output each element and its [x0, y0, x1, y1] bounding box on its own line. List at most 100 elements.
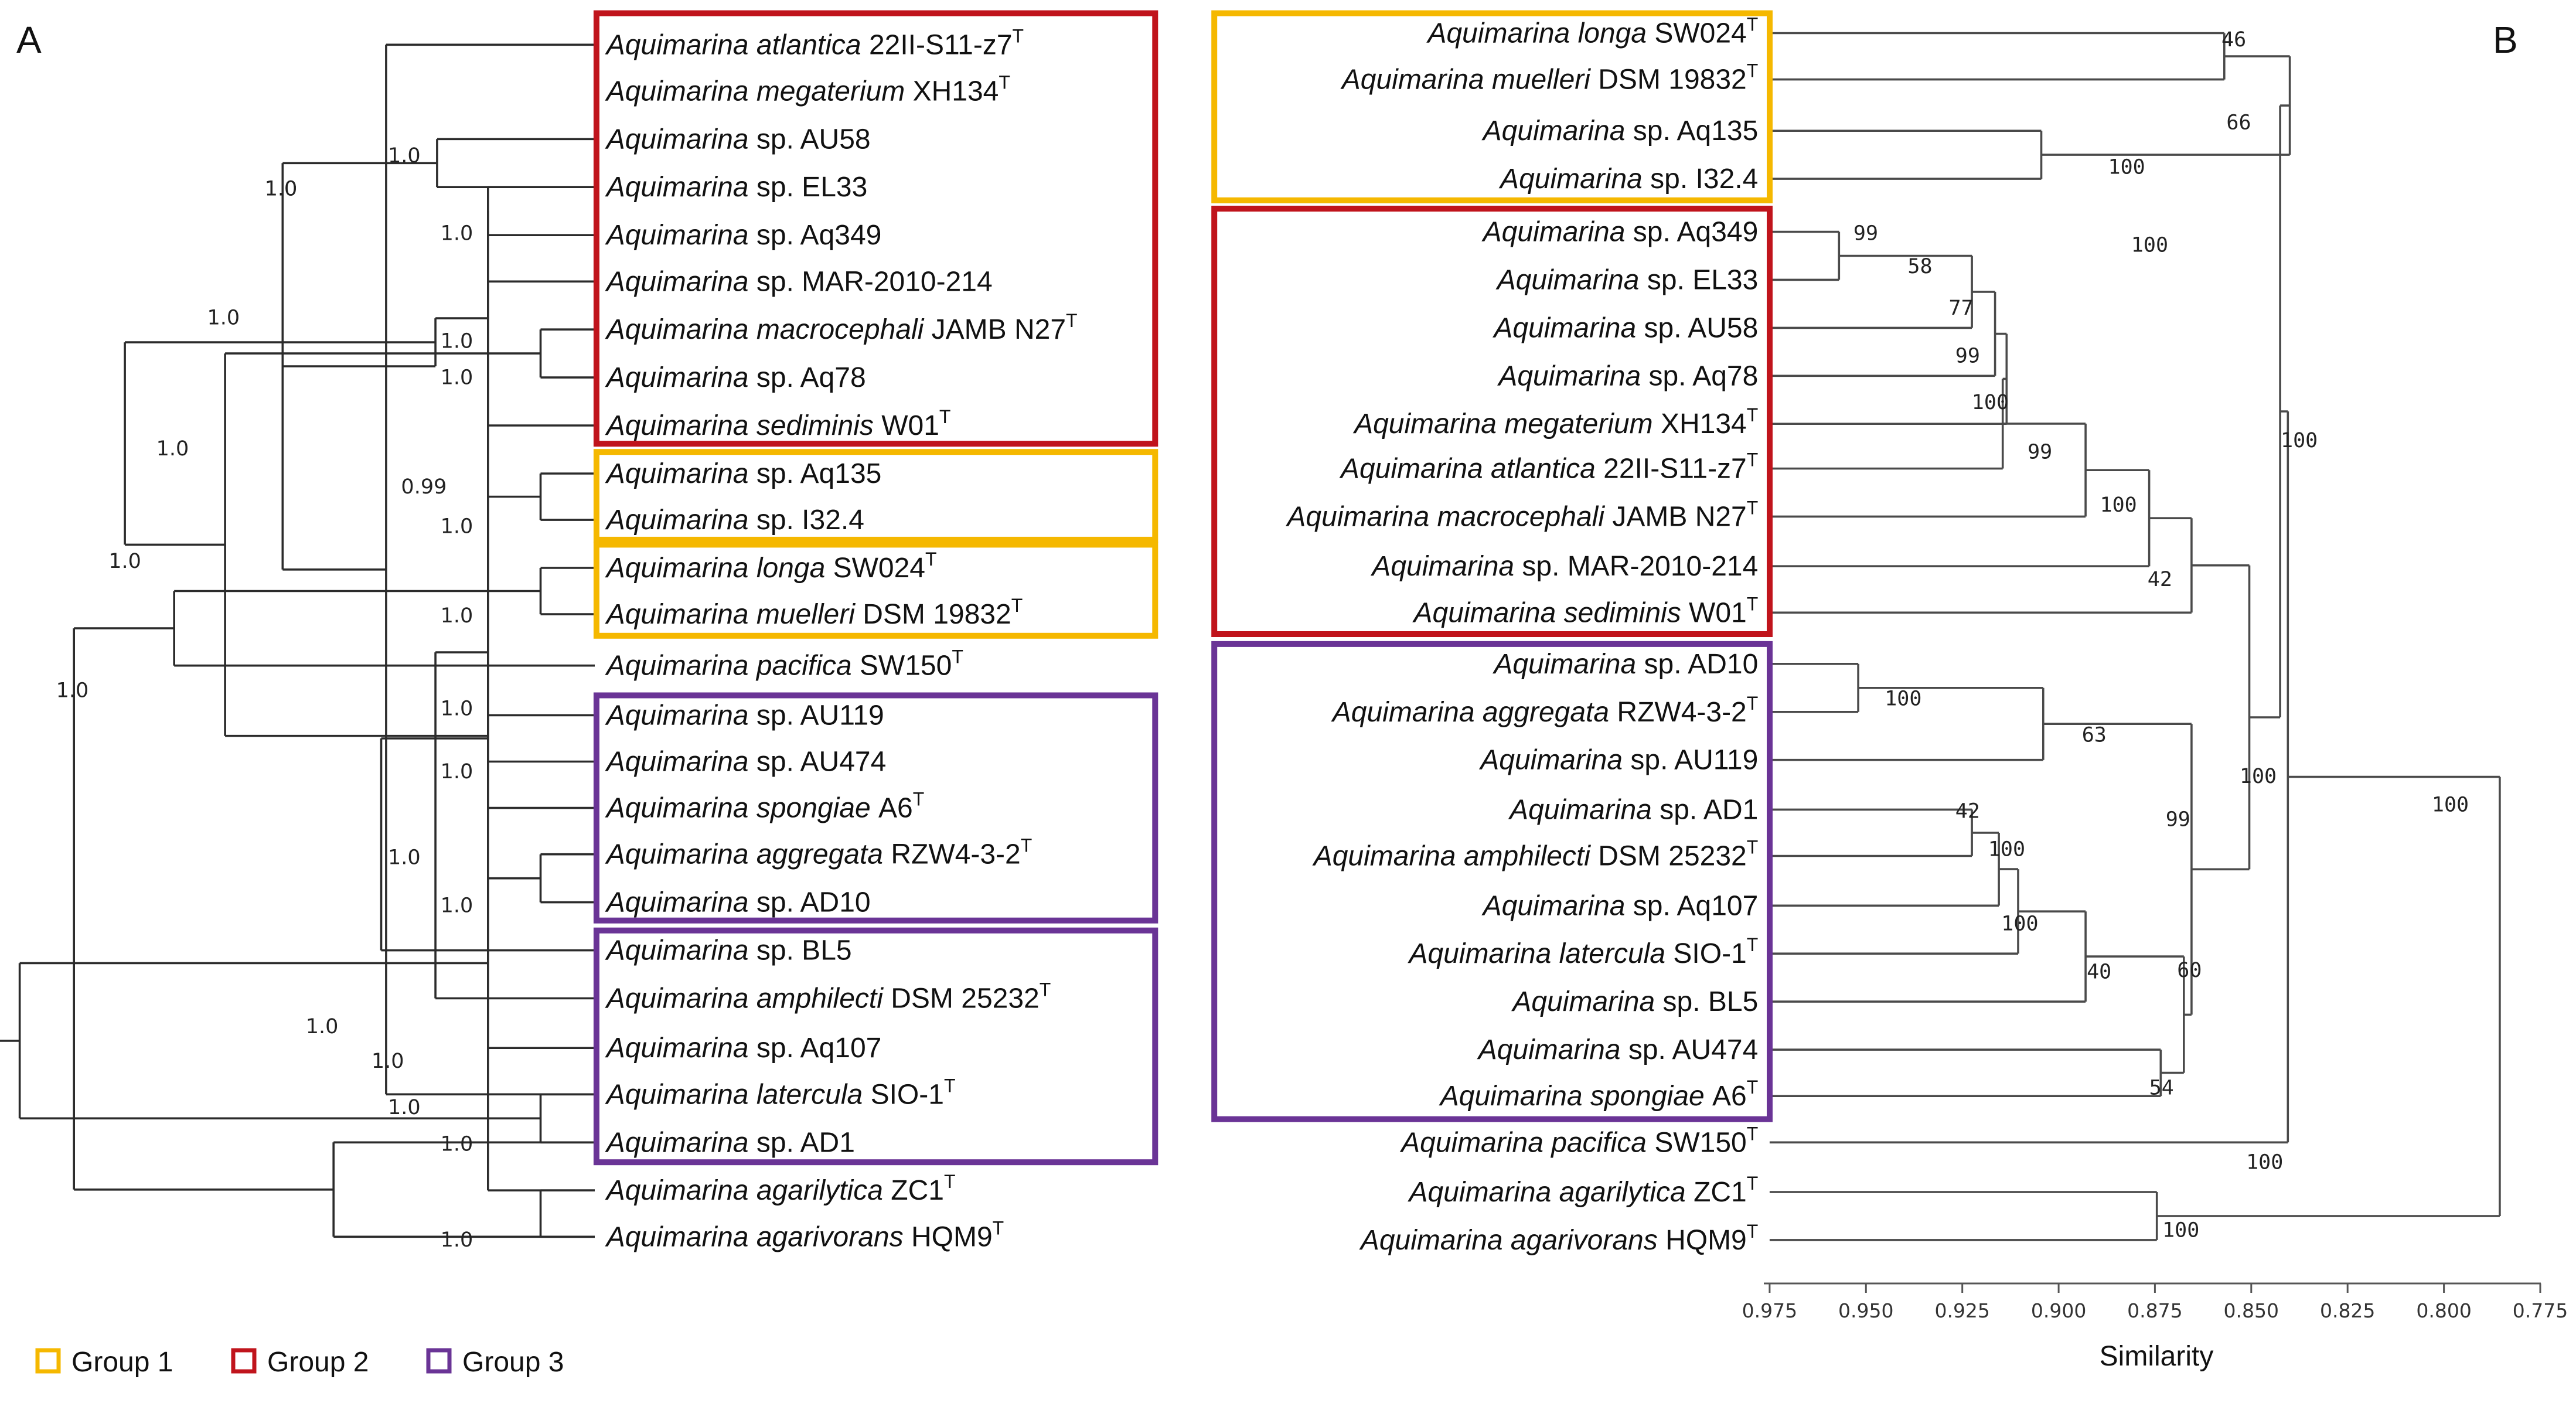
dendrogram-branch [2043, 723, 2193, 1016]
taxon-label-a: Aquimarina spongiae A6T [605, 789, 925, 824]
dendrogram-branch [1769, 410, 2289, 1144]
clade-branch [539, 853, 595, 904]
bootstrap-value: 100 [2162, 1218, 2199, 1242]
taxon-label-a: Aquimarina sp. BL5 [605, 935, 852, 966]
support-value: 1.0 [441, 604, 473, 628]
taxon-label-a: Aquimarina aggregata RZW4-3-2T [605, 835, 1033, 870]
taxon-label-b: Aquimarina spongiae A6T [1439, 1077, 1759, 1112]
taxon-label-a: Aquimarina sp. MAR-2010-214 [605, 266, 993, 297]
legend-swatch-group-2 [231, 1348, 257, 1374]
bootstrap-value: 100 [2108, 156, 2145, 179]
group-box-b [1211, 641, 1773, 1122]
taxon-label-a: Aquimarina latercula SIO-1T [605, 1075, 956, 1110]
bootstrap-value: 42 [1955, 800, 1980, 823]
taxon-label-b: Aquimarina sp. MAR-2010-214 [1370, 551, 1758, 582]
dendrogram-branch [1769, 32, 2226, 81]
similarity-axis: 0.975 0.950 0.925 0.900 0.875 0.850 0.825 0.800… [1742, 1282, 2568, 1322]
dendrogram-branch [1769, 808, 1973, 857]
support-value: 1.0 [372, 1050, 404, 1073]
group-box-a [593, 927, 1158, 1166]
bootstrap-value: 100 [1972, 391, 2009, 414]
taxon-label-b: Aquimarina sp. AU474 [1477, 1034, 1759, 1065]
dendrogram-branch [1769, 230, 1841, 281]
bootstrap-value: 100 [2131, 233, 2168, 257]
taxon-label-a: Aquimarina muelleri DSM 19832T [605, 595, 1023, 630]
taxon-label-b: Aquimarina sp. AD1 [1508, 794, 1758, 825]
bootstrap-value: 77 [1949, 297, 1974, 320]
legend-swatch-group-3 [426, 1348, 452, 1374]
clade-branch [539, 1093, 595, 1144]
dendrogram-branch [1769, 130, 2043, 180]
bootstrap-value: 100 [2432, 793, 2469, 816]
dendrogram-branch [1769, 1191, 2158, 1241]
taxon-label-b: Aquimarina sp. AU119 [1478, 745, 1758, 776]
support-value: 1.0 [441, 366, 473, 389]
clade-branch [487, 186, 595, 236]
taxon-label-a: Aquimarina sediminis W01T [605, 406, 951, 441]
support-value: 1.0 [56, 679, 89, 702]
bootstrap-value: 100 [2246, 1151, 2283, 1174]
bootstrap-value: 100 [2001, 912, 2038, 936]
bootstrap-value: 100 [1988, 838, 2025, 861]
clade-branch [124, 341, 436, 546]
legend-label-group-1: Group 1 [71, 1347, 173, 1378]
legend: Group 1 Group 2 Group 3 [35, 1347, 564, 1378]
support-value: 1.0 [207, 307, 240, 330]
dendrogram-branch [2191, 564, 2251, 871]
clade-branch [539, 567, 595, 615]
bootstrap-value: 63 [2082, 724, 2107, 747]
clade-branch [539, 1189, 595, 1238]
support-value: 1.0 [306, 1015, 339, 1038]
taxon-label-a: Aquimarina sp. AD1 [605, 1127, 855, 1158]
panel-b-dendrogram: 46 66 100 100 99 58 77 99 100 99 100 42 100 100 63 42 10… [1211, 10, 2501, 1256]
bootstrap-value: 100 [2281, 429, 2318, 452]
taxon-label-b: Aquimarina latercula SIO-1T [1407, 934, 1758, 969]
axis-tick-label: 0.925 [1934, 1299, 1989, 1322]
bootstrap-value: 99 [1853, 222, 1878, 246]
clade-branch [380, 737, 595, 952]
taxon-label-b: Aquimarina longa SW024T [1426, 14, 1758, 49]
taxon-label-b: Aquimarina sp. Aq135 [1481, 115, 1759, 147]
panel-a-tree: 1.0 1.0 1.0 1.0 1.0 1.0 1.0 0.99 1.0 1.0 1.0 1.0 1.0… [0, 10, 1158, 1252]
taxon-label-a: Aquimarina sp. EL33 [605, 172, 868, 203]
support-value: 1.0 [265, 177, 298, 200]
support-value: 1.0 [441, 515, 473, 539]
taxon-label-a: Aquimarina sp. AU119 [605, 700, 884, 731]
taxon-label-a: Aquimarina longa SW024T [605, 549, 937, 584]
taxon-label-b: Aquimarina sp. Aq349 [1481, 217, 1759, 248]
legend-label-group-2: Group 2 [267, 1347, 369, 1378]
legend-item-group-2: Group 2 [231, 1347, 369, 1378]
taxon-label-b: Aquimarina atlantica 22II-S11-z7T [1339, 450, 1758, 485]
support-value: 1.0 [441, 329, 473, 353]
taxon-label-a: Aquimarina sp. AU58 [605, 124, 871, 155]
bootstrap-value: 66 [2226, 111, 2251, 134]
bootstrap-value: 100 [1885, 687, 1921, 711]
clade-branch [539, 472, 595, 521]
clade-branch [539, 328, 595, 379]
dendrogram-branch [1769, 469, 2151, 567]
taxon-label-a: Aquimarina macrocephali JAMB N27T [605, 310, 1078, 345]
dendrogram-branch [1769, 868, 2019, 955]
similarity-axis-title: Similarity [2100, 1341, 2214, 1372]
taxon-label-a: Aquimarina sp. I32.4 [605, 505, 864, 536]
taxon-label-b: Aquimarina macrocephali JAMB N27T [1285, 497, 1758, 532]
taxon-label-a: Aquimarina agarilytica ZC1T [605, 1171, 956, 1206]
axis-tick-label: 0.875 [2127, 1299, 2182, 1322]
taxon-label-b: Aquimarina sp. BL5 [1511, 986, 1758, 1017]
dendrogram-branch [1769, 1048, 2162, 1097]
axis-tick-label: 0.900 [2031, 1299, 2086, 1322]
taxon-label-b: Aquimarina agarivorans HQM9T [1359, 1221, 1759, 1256]
legend-swatch-group-1 [35, 1348, 61, 1374]
clade-branch [73, 627, 334, 1191]
taxon-label-b: Aquimarina megaterium XH134T [1352, 404, 1758, 440]
bootstrap-value: 99 [1955, 345, 1980, 368]
taxon-label-a: Aquimarina amphilecti DSM 25232T [605, 979, 1051, 1014]
group-box-a [593, 692, 1158, 924]
taxon-label-b: Aquimarina sp. AD10 [1492, 649, 1758, 680]
support-value: 1.0 [441, 894, 473, 918]
clade-branch [487, 211, 595, 427]
dendrogram-branch [2041, 55, 2291, 156]
group-box-a [593, 449, 1158, 543]
dendrogram-branch [2156, 775, 2501, 1217]
support-value: 1.0 [388, 1096, 421, 1119]
